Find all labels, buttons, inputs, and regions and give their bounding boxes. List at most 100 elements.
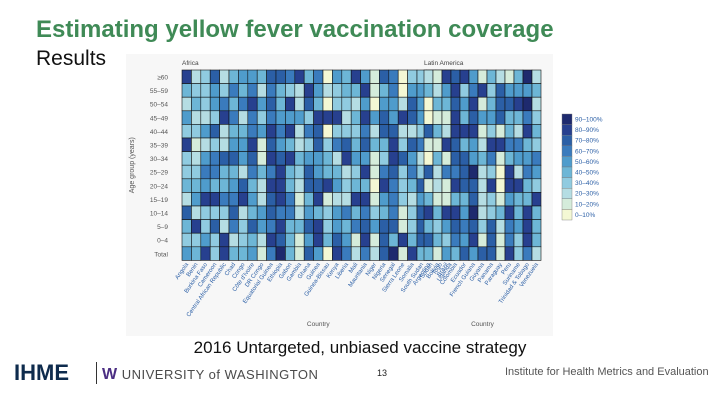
heatmap-cell [379, 137, 390, 152]
heatmap-cell [513, 151, 524, 166]
heatmap-cell [219, 219, 230, 234]
heatmap-cell [256, 232, 267, 248]
heatmap-cell [459, 124, 470, 139]
heatmap-cell [209, 83, 220, 98]
heatmap-cell [397, 219, 408, 234]
heatmap-cell [313, 96, 324, 112]
x-axis-label: Country [471, 321, 495, 328]
heatmap-cell [477, 192, 488, 207]
heatmap-cell [294, 110, 305, 125]
heatmap-cell [238, 83, 249, 98]
heatmap-cell [477, 151, 488, 166]
heatmap-cell [486, 110, 497, 125]
heatmap-cell [495, 192, 506, 207]
heatmap-cell [369, 69, 380, 84]
page-number: 13 [377, 368, 388, 378]
heatmap-cell [285, 164, 296, 180]
heatmap-cell [238, 69, 249, 84]
heatmap-cell [238, 246, 249, 261]
heatmap-cell [247, 192, 258, 207]
heatmap-cell [423, 137, 434, 152]
heatmap-cell [303, 124, 314, 139]
heatmap-cell [191, 96, 202, 112]
heatmap-cell [441, 232, 452, 248]
heatmap-cell [423, 96, 434, 112]
heatmap-cell [459, 205, 470, 220]
heatmap-cell [360, 83, 371, 98]
heatmap-cell [441, 151, 452, 166]
heatmap-cell [191, 83, 202, 98]
heatmap-cell [341, 137, 352, 152]
heatmap-cell [397, 69, 408, 84]
heatmap-cell [423, 205, 434, 220]
heatmap-cell [303, 178, 314, 193]
heatmap-cell [181, 151, 192, 166]
heatmap-cell [294, 83, 305, 98]
legend-label: 10–20% [575, 201, 599, 208]
heatmap-cell [432, 69, 443, 84]
heatmap-cell [486, 96, 497, 112]
heatmap-cell [477, 137, 488, 152]
heatmap-cell [294, 151, 305, 166]
heatmap-cell [522, 69, 533, 84]
heatmap-cell [531, 164, 542, 180]
heatmap-cell [407, 69, 418, 84]
heatmap-cell [228, 151, 239, 166]
heatmap-cell [407, 110, 418, 125]
heatmap-cell [350, 96, 361, 112]
heatmap-cell [441, 164, 452, 180]
heatmap-cell [350, 83, 361, 98]
heatmap-cell [407, 137, 418, 152]
heatmap-cell [495, 151, 506, 166]
heatmap-cell [432, 124, 443, 139]
heatmap-cell [228, 164, 239, 180]
heatmap-cell [247, 151, 258, 166]
heatmap-cell [219, 137, 230, 152]
heatmap-cell [219, 232, 230, 248]
legend-swatch [561, 209, 573, 221]
heatmap-cell [468, 246, 479, 261]
heatmap-cell [504, 83, 515, 98]
heatmap-cell [486, 151, 497, 166]
heatmap-cell [388, 83, 399, 98]
heatmap-cell [369, 96, 380, 112]
heatmap-cell [441, 124, 452, 139]
heatmap-cell [322, 205, 333, 220]
heatmap-cell [256, 137, 267, 152]
heatmap-cell [322, 96, 333, 112]
heatmap-cell [256, 205, 267, 220]
heatmap-cell [294, 164, 305, 180]
heatmap-cell [219, 151, 230, 166]
legend-svg: 90–100% 80–90% 70–80% 60–70% 50–60% 40–50% 30–… [561, 113, 603, 221]
heatmap-cell [495, 69, 506, 84]
heatmap-cell [191, 205, 202, 220]
heatmap-cell [379, 96, 390, 112]
heatmap-cell [256, 246, 267, 261]
heatmap-cell [341, 83, 352, 98]
heatmap-cell [468, 151, 479, 166]
heatmap-cell [294, 219, 305, 234]
heatmap-cell [423, 151, 434, 166]
heatmap-cell [285, 83, 296, 98]
heatmap-cell [275, 164, 286, 180]
heatmap-cell [332, 137, 343, 152]
heatmap-cell [228, 205, 239, 220]
heatmap-cell [432, 96, 443, 112]
heatmap-cell [450, 219, 461, 234]
heatmap-cell [275, 124, 286, 139]
heatmap-cell [423, 83, 434, 98]
heatmap-cell [266, 164, 277, 180]
heatmap-cell [459, 246, 470, 261]
heatmap-cell [441, 110, 452, 125]
heatmap-cell [285, 124, 296, 139]
heatmap-cell [332, 232, 343, 248]
heatmap-cell [209, 137, 220, 152]
heatmap-cell [369, 192, 380, 207]
heatmap-cell [522, 192, 533, 207]
heatmap-cell [209, 205, 220, 220]
heatmap-cell [388, 164, 399, 180]
legend-label: 70–80% [575, 138, 599, 145]
heatmap-cell [256, 96, 267, 112]
heatmap-cell [332, 69, 343, 84]
heatmap-cell [423, 219, 434, 234]
